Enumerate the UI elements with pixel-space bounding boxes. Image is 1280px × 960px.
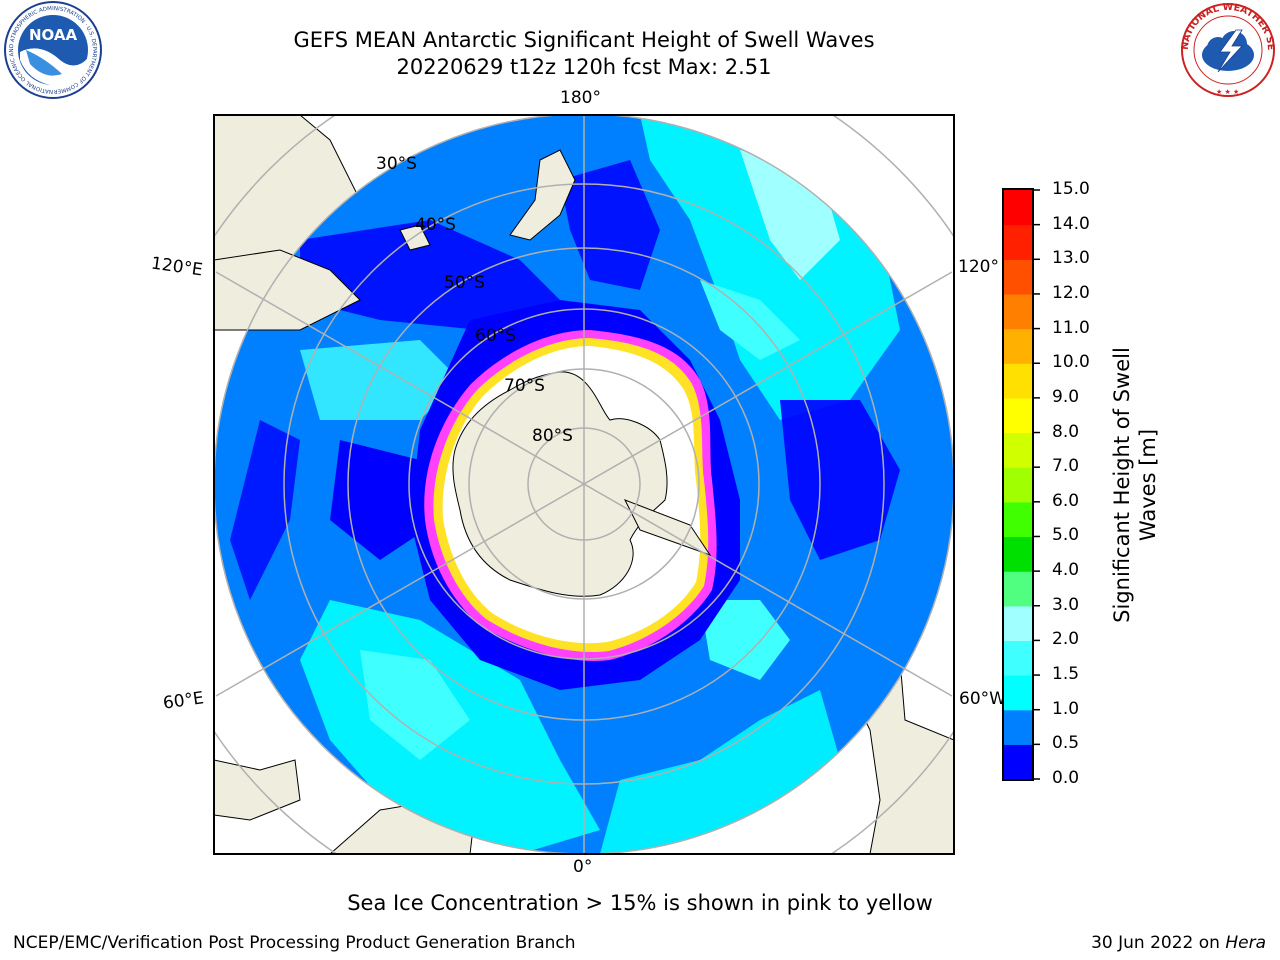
colorbar-segment bbox=[1003, 259, 1033, 295]
colorbar-segment bbox=[1003, 224, 1033, 260]
colorbar-tick-label: 14.0 bbox=[1052, 213, 1090, 234]
lon-label-left-upper: 120°E bbox=[149, 253, 204, 281]
colorbar-tick-label: 6.0 bbox=[1052, 490, 1080, 511]
colorbar-tick-label: 0.5 bbox=[1052, 733, 1080, 754]
footer-branch: NCEP/EMC/Verification Post Processing Pr… bbox=[13, 933, 576, 953]
noaa-logo-text: NOAA bbox=[29, 26, 78, 44]
nws-logo: NATIONAL WEATHER SERVICE ★ ★ ★ bbox=[1176, 0, 1276, 97]
colorbar-segment bbox=[1003, 328, 1033, 364]
colorbar-tick-label: 3.0 bbox=[1052, 594, 1080, 615]
footer-host: Hera bbox=[1225, 933, 1266, 953]
colorbar-tick-label: 5.0 bbox=[1052, 525, 1080, 546]
lon-label-bottom: 0° bbox=[573, 857, 593, 877]
colorbar-tick-label: 10.0 bbox=[1052, 352, 1090, 373]
colorbar-segment bbox=[1003, 432, 1033, 468]
lat-label-70s: 70°S bbox=[504, 376, 545, 396]
colorbar-tick-label: 7.0 bbox=[1052, 456, 1080, 477]
colorbar-segment bbox=[1003, 675, 1033, 711]
colorbar-segment bbox=[1003, 501, 1033, 538]
map-subtitle: 20220629 t12z 120h fcst Max: 2.51 bbox=[396, 55, 772, 79]
lat-label-60s: 60°S bbox=[475, 326, 516, 346]
lat-label-80s: 80°S bbox=[532, 426, 573, 446]
lon-label-top: 180° bbox=[560, 88, 601, 108]
lat-label-50s: 50°S bbox=[444, 273, 485, 293]
colorbar-tick-label: 2.0 bbox=[1052, 629, 1080, 650]
lon-label-right-lower: 60°W bbox=[959, 689, 1004, 709]
colorbar-segment bbox=[1003, 571, 1033, 607]
colorbar-segment bbox=[1003, 605, 1033, 642]
polar-map: 30°S 40°S 50°S 60°S 70°S 80°S bbox=[213, 114, 955, 855]
footer-date: 30 Jun 2022 on Hera bbox=[1091, 933, 1266, 953]
colorbar-tick-label: 15.0 bbox=[1052, 179, 1090, 199]
colorbar-tick-label: 9.0 bbox=[1052, 386, 1080, 407]
map-title: GEFS MEAN Antarctic Significant Height o… bbox=[293, 28, 875, 52]
colorbar-segment bbox=[1003, 536, 1033, 572]
svg-text:★ ★ ★: ★ ★ ★ bbox=[1216, 88, 1239, 96]
colorbar-tick-label: 13.0 bbox=[1052, 248, 1090, 269]
colorbar bbox=[1002, 188, 1040, 781]
lon-label-right-upper: 120° bbox=[958, 257, 999, 277]
colorbar-tick-label: 4.0 bbox=[1052, 560, 1080, 581]
colorbar-title: Significant Height of Swell Waves [m] bbox=[1110, 347, 1160, 623]
lat-label-30s: 30°S bbox=[376, 154, 417, 174]
colorbar-segment bbox=[1003, 709, 1033, 745]
colorbar-tick-label: 1.5 bbox=[1052, 664, 1080, 685]
colorbar-segment bbox=[1003, 190, 1033, 226]
colorbar-tick-label: 1.0 bbox=[1052, 698, 1080, 719]
colorbar-segment bbox=[1003, 397, 1033, 434]
lon-label-left-lower: 60°E bbox=[161, 688, 206, 714]
colorbar-title-wrap: Significant Height of Swell Waves [m] bbox=[1085, 347, 1185, 785]
colorbar-tick-label: 8.0 bbox=[1052, 421, 1080, 442]
colorbar-segment bbox=[1003, 363, 1033, 399]
lat-label-40s: 40°S bbox=[415, 215, 456, 235]
colorbar-segment bbox=[1003, 467, 1033, 503]
colorbar-tick-label: 11.0 bbox=[1052, 317, 1090, 338]
sea-ice-note: Sea Ice Concentration > 15% is shown in … bbox=[347, 891, 933, 915]
colorbar-segment bbox=[1003, 293, 1033, 330]
noaa-logo: NOAA NATIONAL OCEANIC AND ATMOSPHERIC AD… bbox=[0, 0, 102, 99]
colorbar-tick-label: 12.0 bbox=[1052, 282, 1090, 303]
footer-date-text: 30 Jun 2022 on bbox=[1091, 933, 1226, 953]
colorbar-tick-label: 0.0 bbox=[1052, 768, 1080, 788]
colorbar-segment bbox=[1003, 640, 1033, 676]
colorbar-segment bbox=[1003, 744, 1033, 780]
